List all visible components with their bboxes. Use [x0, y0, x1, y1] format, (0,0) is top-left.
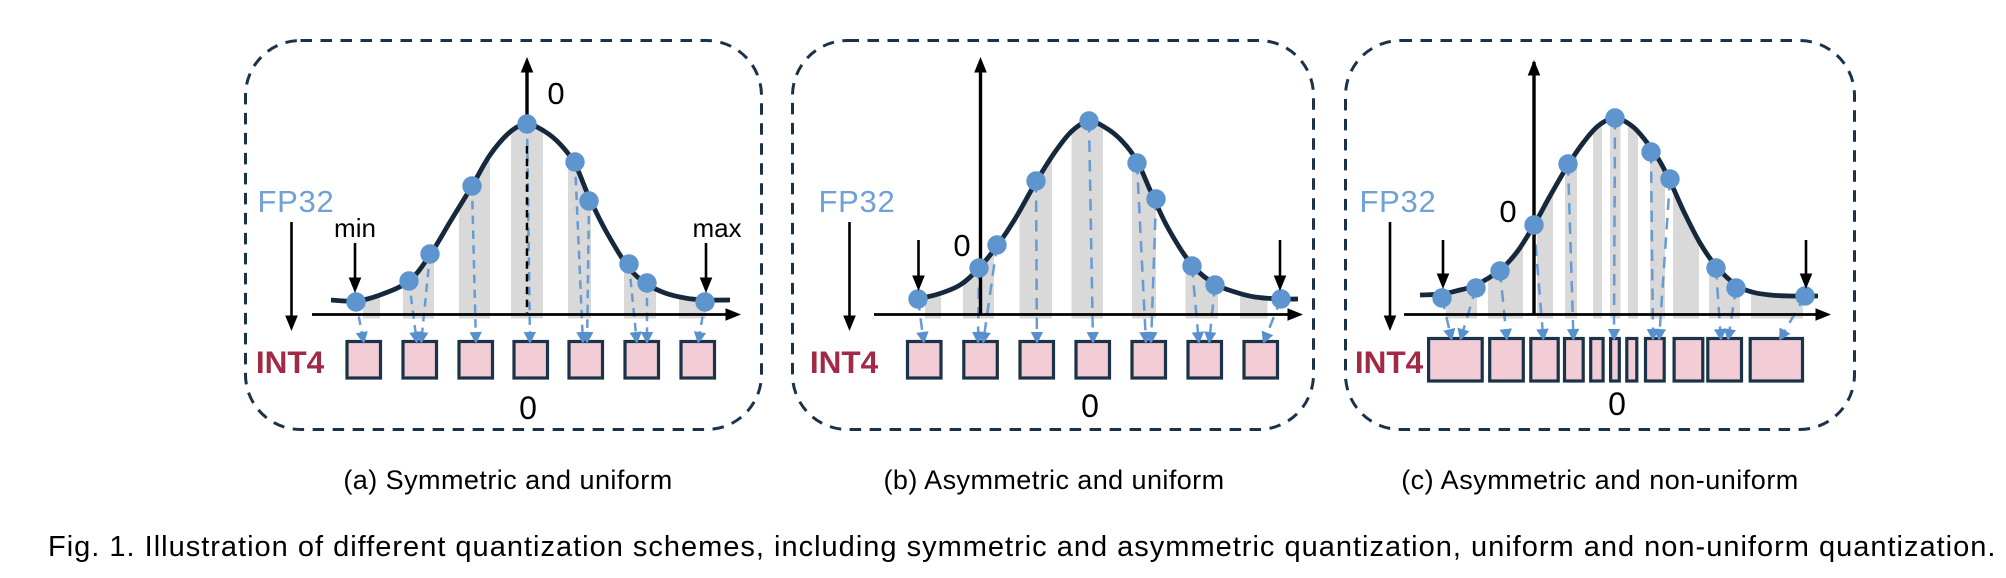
- svg-text:0: 0: [1499, 194, 1516, 229]
- svg-text:INT4: INT4: [810, 344, 879, 380]
- svg-text:(b) Asymmetric and uniform: (b) Asymmetric and uniform: [883, 465, 1224, 495]
- svg-text:FP32: FP32: [819, 184, 896, 219]
- svg-text:0: 0: [547, 76, 564, 111]
- svg-text:(a) Symmetric and uniform: (a) Symmetric and uniform: [343, 465, 672, 495]
- svg-text:INT4: INT4: [1355, 344, 1424, 380]
- svg-text:0: 0: [1608, 386, 1626, 422]
- svg-text:Fig. 1. Illustration of differ: Fig. 1. Illustration of different quanti…: [48, 531, 1996, 563]
- svg-text:0: 0: [1081, 388, 1099, 424]
- svg-text:INT4: INT4: [256, 344, 325, 380]
- svg-text:FP32: FP32: [258, 184, 335, 219]
- svg-text:max: max: [692, 213, 741, 243]
- svg-text:FP32: FP32: [1360, 184, 1437, 219]
- svg-text:0: 0: [953, 228, 970, 263]
- svg-text:(c) Asymmetric and non-uniform: (c) Asymmetric and non-uniform: [1401, 465, 1799, 495]
- svg-text:0: 0: [519, 390, 537, 426]
- svg-text:min: min: [334, 213, 376, 243]
